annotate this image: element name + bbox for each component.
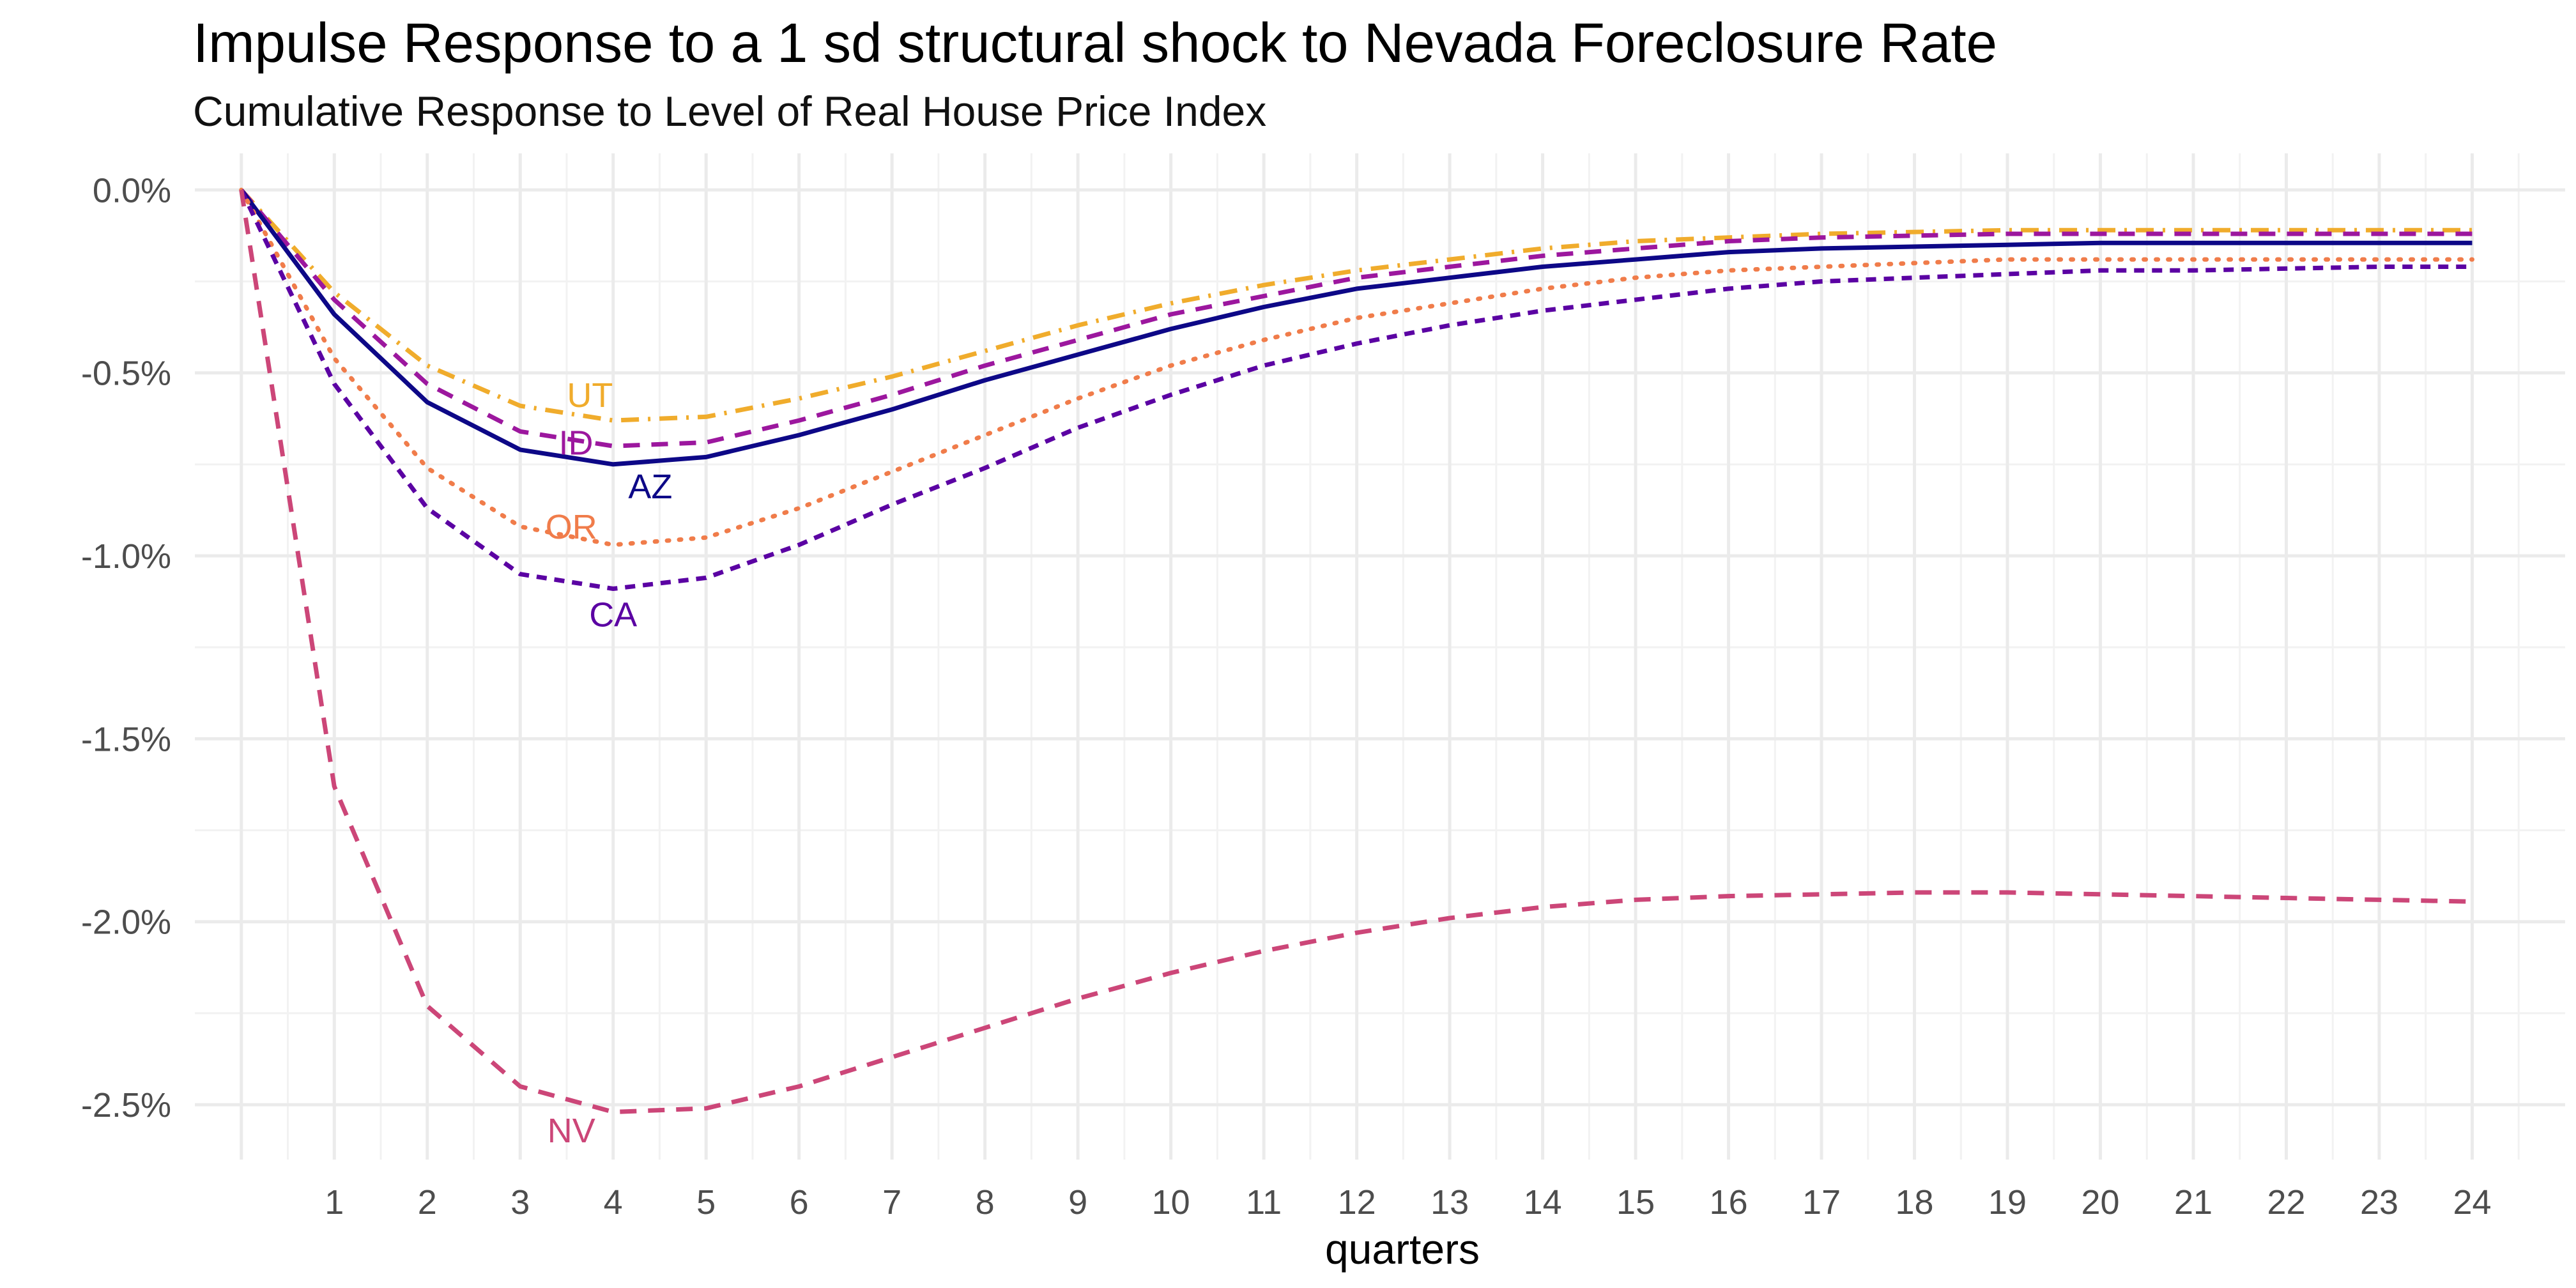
y-tick-label: -2.5%	[81, 1086, 171, 1124]
x-tick-label: 13	[1430, 1183, 1469, 1222]
series-labels: UT ID AZ OR CA NV	[546, 376, 673, 1150]
x-tick-label: 15	[1616, 1183, 1655, 1222]
x-tick-label: 24	[2453, 1183, 2491, 1222]
x-tick-label: 6	[790, 1183, 809, 1222]
series-line-nv	[239, 189, 2472, 1114]
x-tick-label: 9	[1068, 1183, 1087, 1222]
y-tick-label: -1.5%	[81, 720, 171, 758]
y-tick-label: -2.0%	[81, 903, 171, 942]
chart-title: Impulse Response to a 1 sd structural sh…	[193, 12, 1998, 74]
series-label-ca: CA	[589, 596, 637, 634]
series-label-nv: NV	[548, 1112, 595, 1150]
x-tick-label: 23	[2360, 1183, 2398, 1222]
x-tick-label: 22	[2267, 1183, 2305, 1222]
x-axis-label: quarters	[1325, 1225, 1480, 1273]
x-axis-ticks: 1 2 3 4 5 6 7 8 9 10 11 12 13 14 15 16 17 18 19 20 21 22 23 24	[325, 1183, 2491, 1222]
x-tick-label: 5	[696, 1183, 716, 1222]
x-tick-label: 11	[1246, 1183, 1282, 1222]
series-label-ut: UT	[567, 376, 613, 415]
x-tick-label: 16	[1710, 1183, 1748, 1222]
series-label-or: OR	[546, 508, 597, 546]
y-tick-label: -1.0%	[81, 537, 171, 576]
series-label-id: ID	[559, 424, 594, 462]
series-line-id	[240, 188, 2472, 448]
x-tick-label: 17	[1802, 1183, 1841, 1222]
x-tick-label: 14	[1524, 1183, 1562, 1222]
x-tick-label: 8	[976, 1183, 995, 1222]
x-tick-label: 21	[2174, 1183, 2212, 1222]
series-label-az: AZ	[628, 468, 672, 506]
series-lines	[239, 187, 2474, 1114]
y-tick-label: 0.0%	[93, 171, 171, 210]
x-tick-label: 3	[510, 1183, 530, 1222]
grid-minor	[195, 153, 2565, 1160]
series-line-or	[239, 187, 2474, 548]
x-tick-label: 1	[325, 1183, 344, 1222]
x-tick-label: 10	[1152, 1183, 1190, 1222]
y-axis-ticks: 0.0% -0.5% -1.0% -1.5% -2.0% -2.5%	[81, 171, 171, 1124]
grid-major	[195, 153, 2565, 1160]
x-tick-label: 7	[882, 1183, 901, 1222]
x-tick-label: 12	[1338, 1183, 1376, 1222]
x-tick-label: 19	[1988, 1183, 2027, 1222]
chart-subtitle: Cumulative Response to Level of Real Hou…	[193, 88, 1267, 135]
y-tick-label: -0.5%	[81, 355, 171, 393]
x-tick-label: 20	[2082, 1183, 2120, 1222]
series-line-ca	[239, 188, 2472, 591]
x-tick-label: 2	[418, 1183, 437, 1222]
series-line-az	[239, 188, 2472, 467]
x-tick-label: 18	[1896, 1183, 1934, 1222]
series-line-ut	[240, 188, 2472, 423]
x-tick-label: 4	[604, 1183, 623, 1222]
